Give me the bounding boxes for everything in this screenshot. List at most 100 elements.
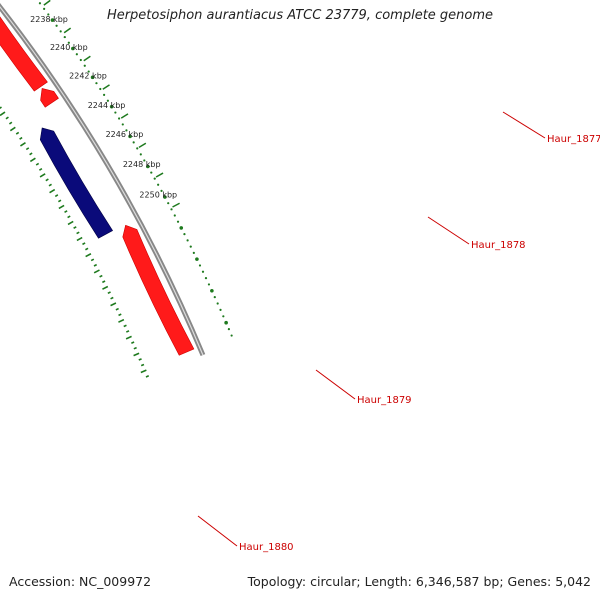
gc-skew-tick	[25, 147, 30, 151]
ruler-tick-mark	[183, 233, 186, 236]
ruler-tick-mark	[47, 13, 50, 16]
gc-skew-tick	[29, 157, 36, 163]
ruler-major-tick	[63, 27, 72, 34]
ruler-major-tick	[172, 202, 180, 208]
ruler-tick-mark	[150, 171, 153, 174]
ruler-tick-mark	[118, 117, 121, 120]
ruler-major-tick	[83, 55, 91, 62]
accession-text: Accession: NC_009972	[9, 574, 152, 589]
gc-skew-tick	[102, 285, 109, 290]
gc-skew-tick	[138, 358, 142, 361]
gc-skew-tick	[48, 183, 52, 187]
tick-label: 2250 kbp	[139, 190, 177, 199]
ruler-tick-mark	[128, 134, 132, 139]
gc-skew-tick	[0, 106, 2, 110]
ruler-tick-mark	[109, 104, 114, 109]
gc-skew-tick	[54, 194, 59, 198]
ruler-tick-mark	[83, 64, 86, 67]
tick-label: 2238 kbp	[30, 15, 68, 24]
ruler-major-tick	[102, 84, 110, 90]
gene-label: Haur_1879	[357, 395, 412, 406]
gc-skew-tick	[76, 231, 80, 235]
ruler-tick-mark	[153, 177, 156, 180]
gc-skew-tick	[57, 199, 62, 203]
ruler-tick-mark	[170, 208, 173, 211]
gc-skew-tick	[67, 215, 71, 219]
ruler-tick-mark	[95, 82, 98, 85]
gene-arrow	[40, 88, 59, 108]
ruler-tick-mark	[160, 189, 163, 192]
ruler-major-tick	[138, 142, 147, 149]
ruler-tick-mark	[192, 251, 195, 254]
ruler-tick-mark	[210, 288, 214, 293]
gc-skew-tick	[133, 352, 140, 357]
gc-skew-tick	[9, 126, 16, 132]
ruler-tick-mark	[163, 195, 167, 199]
ruler-major-tick	[43, 0, 51, 6]
gc-skew-tick	[38, 167, 43, 171]
ruler-tick-mark	[71, 46, 75, 51]
ruler-tick-mark	[176, 220, 180, 223]
tick-label: 2244 kbp	[88, 101, 126, 110]
gc-skew-tick	[67, 220, 74, 226]
ruler-tick-mark	[67, 41, 70, 44]
gc-skew-tick	[15, 131, 20, 135]
ruler-tick-mark	[75, 53, 78, 56]
map-title: Herpetosiphon aurantiacus ATCC 23779, co…	[106, 8, 494, 23]
tick-label: 2248 kbp	[123, 160, 161, 169]
gc-skew-tick	[85, 247, 89, 251]
ruler-tick-mark	[224, 320, 228, 325]
gc-skew-tick	[85, 253, 92, 258]
gene-arrow	[0, 16, 48, 92]
ruler-tick-mark	[173, 214, 176, 217]
gc-skew-tick	[93, 263, 98, 267]
ruler-tick-mark	[136, 147, 139, 150]
gc-skew-tick	[131, 341, 135, 344]
ruler-tick-mark	[125, 129, 128, 132]
ruler-tick-mark	[157, 183, 160, 186]
tick-label: 2246 kbp	[106, 130, 144, 139]
gc-skew-tick	[118, 318, 125, 323]
ruler-tick-mark	[143, 159, 146, 162]
ruler-tick-mark	[38, 2, 42, 5]
gc-skew-tick	[20, 142, 26, 147]
gc-skew-tick	[115, 307, 119, 311]
gene-label-leader	[502, 111, 546, 139]
gc-skew-tick	[64, 210, 68, 213]
ruler-tick-mark	[227, 328, 230, 331]
gc-skew-tick	[125, 335, 132, 340]
gc-skew-tick	[118, 313, 122, 317]
ruler-tick-mark	[230, 334, 233, 337]
gc-skew-tick	[140, 369, 147, 374]
tick-label: 2240 kbp	[50, 43, 88, 52]
gc-skew-tick	[125, 330, 130, 333]
gc-skew-tick	[145, 375, 150, 378]
gene-arrow	[122, 224, 195, 356]
ruler-tick-mark	[167, 202, 170, 205]
gc-skew-tick	[76, 236, 83, 242]
ruler-tick-mark	[179, 226, 184, 230]
ruler-tick-mark	[79, 58, 82, 62]
gc-skew-tick	[29, 152, 33, 156]
ruler-major-tick	[120, 113, 129, 119]
gc-skew-tick	[99, 274, 103, 278]
gc-skew-tick	[45, 178, 49, 182]
gc-skew-tick	[82, 242, 86, 246]
gc-skew-tick	[0, 111, 6, 117]
ruler-tick-mark	[216, 302, 219, 305]
gc-skew-tick	[110, 296, 114, 300]
gc-skew-tick	[133, 346, 137, 350]
ruler-tick-mark	[121, 123, 124, 126]
ruler-tick-mark	[55, 24, 58, 27]
ruler-tick-mark	[90, 75, 95, 80]
tick-label: 2242 kbp	[69, 72, 107, 81]
gc-skew-tick	[102, 280, 106, 284]
ruler-tick-mark	[139, 153, 142, 156]
ruler-tick-mark	[103, 93, 106, 96]
genome-backbone	[0, 3, 206, 357]
gc-skew-tick	[5, 116, 9, 120]
ruler-tick-mark	[222, 315, 225, 318]
gc-skew-tick	[140, 363, 145, 367]
ruler-major-tick	[155, 172, 164, 178]
